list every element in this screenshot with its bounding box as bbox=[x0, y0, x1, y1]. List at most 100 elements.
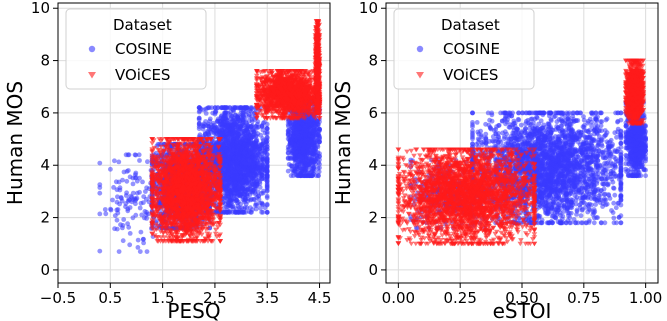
point bbox=[296, 125, 302, 131]
point bbox=[262, 130, 268, 136]
point bbox=[141, 236, 146, 242]
point bbox=[227, 182, 233, 188]
point bbox=[203, 111, 209, 116]
point bbox=[303, 138, 308, 144]
point bbox=[255, 165, 261, 171]
point bbox=[227, 132, 233, 138]
point bbox=[234, 105, 239, 111]
point bbox=[285, 155, 291, 161]
point bbox=[196, 121, 202, 126]
point bbox=[252, 147, 257, 153]
point bbox=[293, 163, 298, 169]
point bbox=[127, 231, 133, 236]
point bbox=[237, 177, 243, 183]
point bbox=[234, 164, 240, 169]
point bbox=[310, 134, 316, 140]
point bbox=[137, 205, 143, 211]
point bbox=[137, 249, 143, 255]
point bbox=[260, 172, 265, 178]
point bbox=[315, 173, 321, 179]
point bbox=[253, 202, 258, 208]
point bbox=[102, 207, 108, 212]
point bbox=[196, 115, 202, 121]
point bbox=[97, 211, 103, 217]
point bbox=[301, 166, 307, 171]
point bbox=[256, 197, 262, 202]
point bbox=[259, 123, 265, 128]
point bbox=[116, 249, 122, 255]
point bbox=[141, 194, 147, 200]
point bbox=[245, 198, 251, 204]
point bbox=[126, 224, 132, 230]
point bbox=[308, 157, 314, 163]
point bbox=[264, 144, 270, 150]
point bbox=[230, 204, 236, 210]
point bbox=[286, 127, 292, 133]
point bbox=[215, 116, 221, 122]
point bbox=[125, 208, 131, 214]
point bbox=[125, 168, 131, 173]
point bbox=[223, 162, 229, 168]
point bbox=[133, 152, 139, 158]
point bbox=[108, 166, 113, 172]
point bbox=[264, 209, 270, 215]
point bbox=[133, 196, 139, 202]
point bbox=[296, 135, 302, 140]
point bbox=[213, 131, 219, 136]
point bbox=[115, 210, 121, 216]
point bbox=[264, 181, 270, 187]
point bbox=[228, 109, 234, 115]
point bbox=[305, 162, 310, 168]
point bbox=[298, 139, 303, 145]
point bbox=[311, 147, 317, 153]
point bbox=[137, 189, 142, 195]
point bbox=[301, 173, 307, 179]
point bbox=[250, 176, 255, 182]
point bbox=[203, 119, 209, 124]
point bbox=[108, 207, 114, 213]
point bbox=[222, 105, 228, 111]
point bbox=[234, 198, 240, 203]
point bbox=[249, 119, 255, 124]
point bbox=[114, 226, 120, 232]
point bbox=[110, 197, 115, 203]
point bbox=[238, 124, 244, 129]
point bbox=[242, 134, 248, 140]
point bbox=[247, 160, 253, 166]
point bbox=[246, 151, 252, 157]
point bbox=[243, 109, 248, 115]
point bbox=[224, 148, 230, 154]
point bbox=[235, 147, 241, 153]
point bbox=[295, 159, 301, 165]
point bbox=[227, 126, 233, 132]
point bbox=[201, 107, 206, 113]
point bbox=[229, 164, 234, 169]
point bbox=[311, 151, 317, 157]
point bbox=[230, 155, 236, 161]
point bbox=[242, 105, 248, 111]
point bbox=[196, 105, 202, 111]
point bbox=[302, 132, 308, 138]
point bbox=[307, 122, 313, 127]
point bbox=[244, 180, 249, 186]
point bbox=[248, 133, 253, 139]
point bbox=[251, 163, 256, 169]
point bbox=[133, 212, 139, 218]
point bbox=[112, 158, 117, 164]
point bbox=[223, 209, 229, 215]
point bbox=[238, 170, 244, 176]
point bbox=[315, 166, 321, 171]
point bbox=[230, 198, 236, 204]
point bbox=[303, 146, 309, 152]
point bbox=[114, 217, 120, 223]
point bbox=[241, 129, 247, 134]
point bbox=[226, 191, 232, 196]
point bbox=[201, 123, 207, 129]
point bbox=[144, 249, 150, 255]
point bbox=[264, 126, 270, 131]
point bbox=[311, 165, 316, 171]
point bbox=[232, 129, 237, 135]
point bbox=[127, 197, 132, 203]
point bbox=[230, 174, 236, 180]
point bbox=[103, 211, 109, 217]
